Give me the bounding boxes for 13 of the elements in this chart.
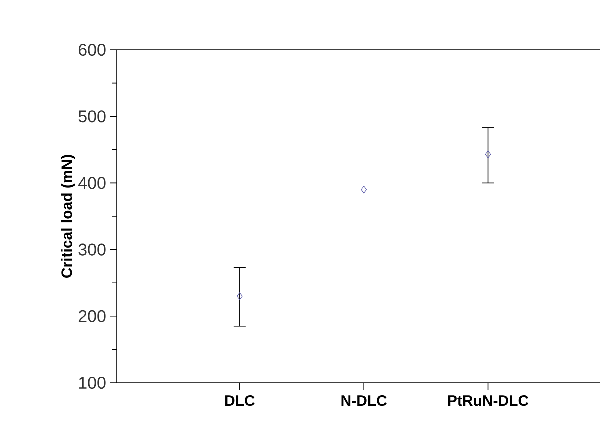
x-tick-label: PtRuN-DLC bbox=[448, 396, 529, 406]
point bbox=[361, 186, 368, 194]
y-tick-label: 400 bbox=[78, 177, 106, 190]
x-tick-label: N-DLC bbox=[342, 396, 387, 406]
y-tick-label: 300 bbox=[78, 244, 106, 256]
x-tick-label: DLC bbox=[226, 396, 255, 406]
y-axis-title: Critical load (mN) bbox=[61, 155, 76, 278]
y-tick-label: 500 bbox=[78, 110, 106, 123]
y-tick-label: 100 bbox=[79, 376, 106, 390]
point bbox=[237, 292, 243, 300]
y-tick-label: 600 bbox=[78, 44, 106, 56]
point bbox=[485, 150, 492, 158]
y-tick-label: 200 bbox=[78, 310, 106, 322]
